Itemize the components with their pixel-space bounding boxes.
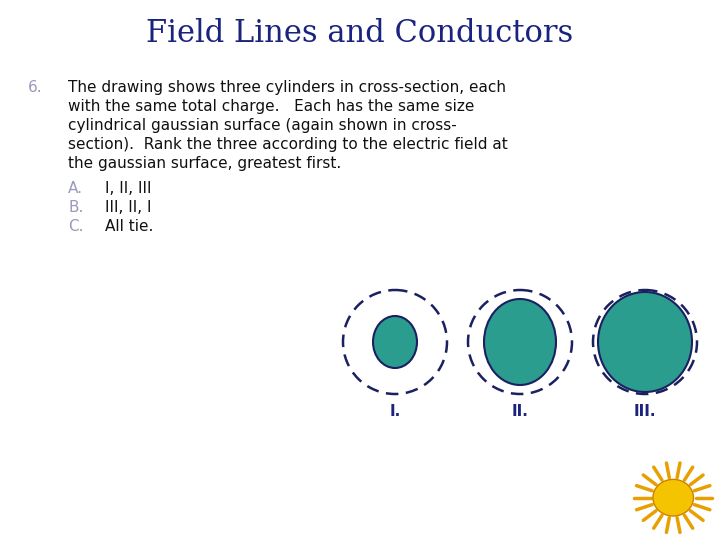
- Text: III.: III.: [634, 404, 656, 419]
- Text: section).  Rank the three according to the electric field at: section). Rank the three according to th…: [68, 137, 508, 152]
- Text: THE EDGE IN KNOWLEDGE: THE EDGE IN KNOWLEDGE: [490, 490, 633, 500]
- Text: The drawing shows three cylinders in cross-section, each: The drawing shows three cylinders in cro…: [68, 80, 506, 95]
- Text: C.: C.: [68, 219, 84, 234]
- Text: Physics: Physics: [28, 491, 115, 511]
- Ellipse shape: [343, 290, 447, 394]
- Ellipse shape: [484, 299, 556, 385]
- Text: All tie.: All tie.: [105, 219, 153, 234]
- Text: 6.: 6.: [28, 80, 42, 95]
- Text: B.: B.: [68, 200, 84, 215]
- Text: II.: II.: [512, 404, 528, 419]
- Text: I, II, III: I, II, III: [105, 181, 151, 196]
- Text: the gaussian surface, greatest first.: the gaussian surface, greatest first.: [68, 156, 341, 171]
- Text: at: at: [145, 492, 163, 510]
- Ellipse shape: [373, 316, 417, 368]
- Text: NJIT: NJIT: [200, 491, 263, 519]
- Ellipse shape: [593, 290, 697, 394]
- Text: Field Lines and Conductors: Field Lines and Conductors: [146, 18, 574, 49]
- Text: I.: I.: [390, 404, 400, 419]
- Ellipse shape: [598, 292, 692, 392]
- Text: September 26, 2007: September 26, 2007: [490, 511, 617, 521]
- Text: A.: A.: [68, 181, 83, 196]
- Circle shape: [653, 480, 693, 516]
- Text: III, II, I: III, II, I: [105, 200, 151, 215]
- Text: cylindrical gaussian surface (again shown in cross-: cylindrical gaussian surface (again show…: [68, 118, 456, 133]
- Text: New Jersey's Science & Technology University: New Jersey's Science & Technology Univer…: [200, 484, 375, 493]
- Text: with the same total charge.   Each has the same size: with the same total charge. Each has the…: [68, 99, 474, 114]
- Ellipse shape: [468, 290, 572, 394]
